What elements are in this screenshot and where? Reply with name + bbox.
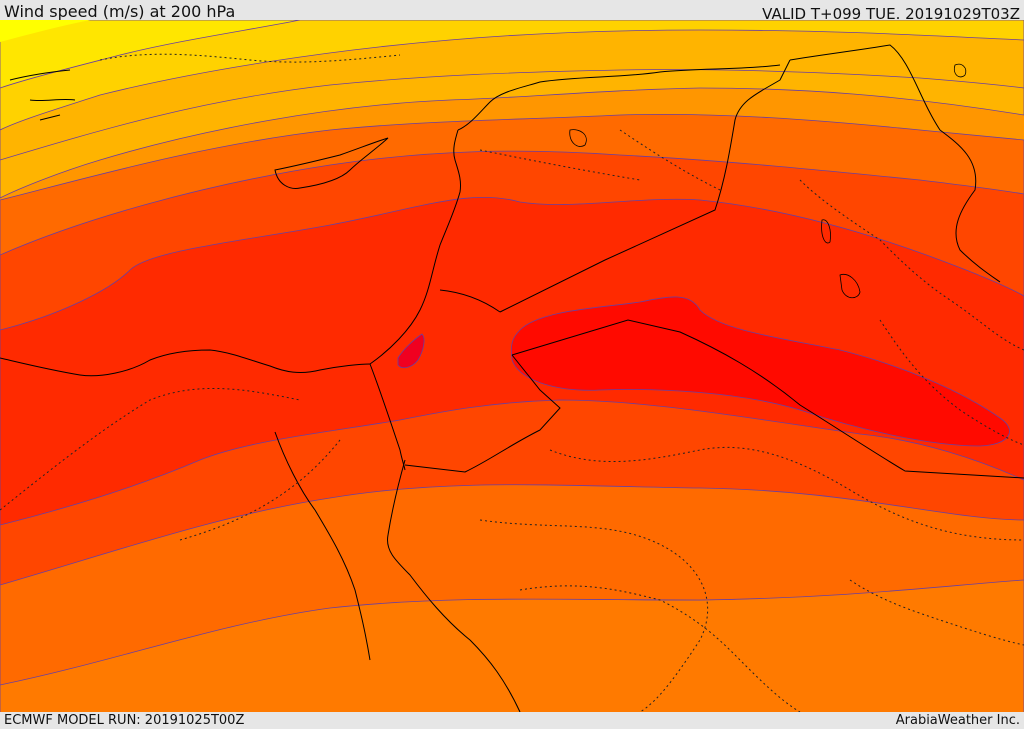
provider-label: ArabiaWeather Inc. [895,713,1020,728]
border-egypt-israel [369,363,406,471]
coastline-levant [369,129,461,365]
dotted-border-south [179,439,341,541]
dotted-border-gulf [849,579,1024,646]
wind-band-north-2 [0,20,1024,131]
wind-band-core-max [510,296,1010,447]
dotted-border-saudi [549,446,1024,541]
coastline-suez [274,431,371,661]
lake-iraq [839,273,861,299]
wind-band-north-3 [0,20,1024,199]
dotted-border-iraq [619,129,721,191]
lake-iraq-2 [821,219,831,244]
dotted-border-saudi-2 [479,519,709,712]
lake-van [569,129,587,147]
map-title: Wind speed (m/s) at 200 hPa [4,2,236,21]
lake-urmia [953,63,967,78]
border-syria-iraq [499,59,791,313]
valid-time: VALID T+099 TUE. 20191029T03Z [762,5,1020,23]
model-run-label: ECMWF MODEL RUN: 20191025T00Z [4,713,245,728]
islands-aegean [9,69,76,121]
dotted-border-turkey [99,53,401,63]
coastline-aqaba [386,459,521,712]
dotted-border-south-east [519,585,801,712]
border-jordan-syria [439,289,501,313]
border-jordan-saudi [404,354,561,473]
wind-band-north-0 [0,20,90,42]
coastline-egypt [0,349,371,377]
island-cyprus [274,137,389,189]
wind-band-core-1 [0,196,1024,526]
wind-band-core-small [397,333,425,369]
contour-line [0,69,1024,161]
border-iraq-saudi [511,319,1024,479]
dotted-border-egypt [0,388,301,511]
coastline-turkey [457,64,781,131]
dotted-border-iran-2 [879,319,1024,446]
wind-speed-map [0,20,1024,712]
border-iran-iraq [789,44,1001,283]
wind-band-north-1 [0,20,301,89]
